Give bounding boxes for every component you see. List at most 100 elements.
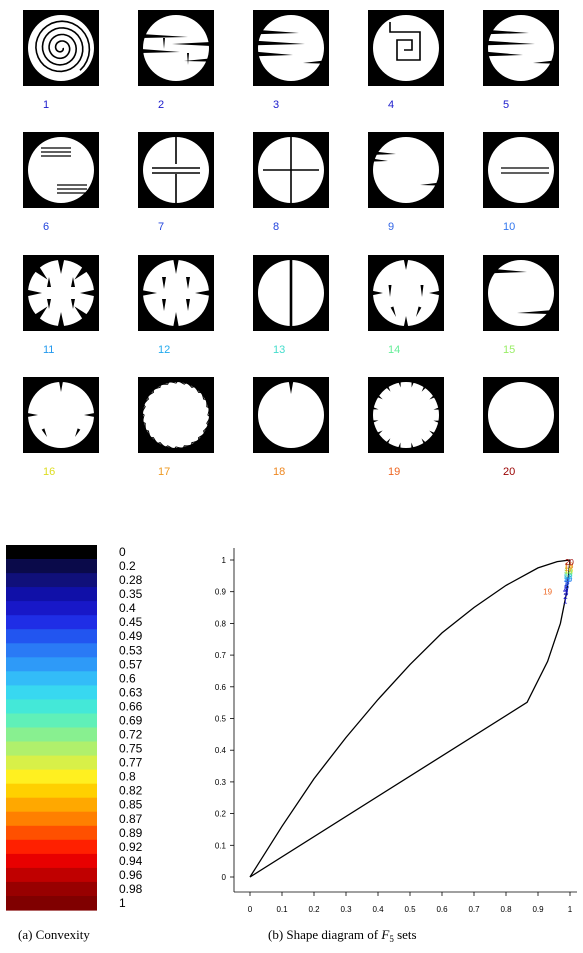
cut-mark [416, 306, 422, 317]
y-tick-label: 0.8 [215, 619, 227, 628]
x-tick-label: 0.2 [308, 905, 320, 914]
cut-mark [420, 285, 424, 297]
cut-mark [429, 430, 436, 436]
panel-disc [143, 260, 209, 326]
cut-mark [533, 60, 557, 64]
cut-mark [403, 258, 409, 270]
cut-mark [173, 258, 179, 274]
colorbar-swatch [6, 559, 97, 574]
colorbar-tick-label: 0.85 [119, 798, 143, 812]
colorbar-swatch [6, 783, 97, 799]
shape-panel: 6 [23, 132, 99, 233]
colorbar-swatch [6, 881, 97, 897]
colorbar-swatch [6, 643, 97, 658]
panel-label: 13 [273, 344, 285, 356]
cut-mark [47, 277, 51, 287]
panel-label: 20 [503, 466, 515, 478]
colorbar-tick-label: 0.35 [119, 587, 143, 601]
cut-mark [184, 58, 212, 62]
cut-mark [162, 277, 166, 289]
colorbar-swatch [6, 699, 97, 714]
shape-panel: 16 [23, 377, 99, 478]
shape-panel: 13 [253, 255, 329, 356]
colorbar-tick-label: 0.4 [119, 601, 136, 615]
cut-mark [397, 442, 401, 450]
cut-mark [397, 380, 401, 388]
panel-label: 16 [43, 466, 55, 478]
caption-b-text: (b) Shape diagram of [268, 927, 381, 942]
colorbar-tick-label: 0.8 [119, 770, 136, 784]
panel-disc [258, 15, 324, 81]
cut-mark [74, 265, 89, 280]
panel-label: 10 [503, 221, 515, 233]
data-point-label: 19 [543, 588, 552, 597]
lower-boundary-curve [249, 559, 571, 878]
cut-mark [385, 438, 391, 445]
panel-disc [28, 15, 94, 81]
y-tick-label: 1 [222, 556, 227, 565]
panel-label: 1 [43, 99, 49, 111]
data-point-label: 16 [564, 566, 573, 575]
data-point-label: 13 [564, 570, 573, 579]
cut-mark [84, 412, 96, 418]
colorbar-swatch [6, 615, 97, 630]
colorbar-tick-label: 0.2 [119, 559, 136, 573]
shape-panel: 5 [483, 10, 559, 111]
colorbar-tick-label: 0.53 [119, 643, 143, 657]
colorbar-swatch [6, 741, 97, 757]
colorbar-tick-label: 0.89 [119, 826, 143, 840]
colorbar-tick-label: 0.72 [119, 728, 143, 742]
colorbar-swatch [6, 867, 97, 883]
data-point-label: 10 [563, 575, 572, 584]
shape-panel: 8 [253, 132, 329, 233]
colorbar-swatch [6, 545, 97, 560]
data-point-label: 12 [564, 572, 573, 581]
cut-mark [429, 394, 436, 400]
colorbar-tick-label: 0.96 [119, 868, 143, 882]
cut-mark [80, 289, 96, 297]
colorbar-swatch [6, 671, 97, 686]
cut-mark [163, 38, 165, 49]
shape-panel: 20 [483, 377, 559, 478]
y-tick-label: 0 [222, 873, 227, 882]
x-tick-label: 0.5 [404, 905, 416, 914]
panel-disc [488, 137, 554, 203]
y-tick-label: 0.5 [215, 715, 227, 724]
y-tick-label: 0.6 [215, 683, 227, 692]
data-point-label: 17 [564, 564, 573, 573]
panel-disc [373, 260, 439, 326]
x-tick-label: 0 [248, 905, 253, 914]
cut-mark [403, 316, 409, 328]
cut-mark [255, 51, 293, 57]
panel-label: 18 [273, 466, 285, 478]
data-point-label: 20 [565, 558, 574, 567]
y-tick-label: 0.3 [215, 778, 227, 787]
cut-mark [371, 420, 379, 424]
cut-mark [173, 312, 179, 328]
colorbar-tick-label: 0.87 [119, 812, 143, 826]
cut-mark [420, 182, 442, 186]
colorbar-swatch [6, 713, 97, 729]
colorbar-tick-label: 0.45 [119, 615, 143, 629]
rough-edge [141, 380, 211, 450]
colorbar-swatch [6, 896, 97, 911]
data-point-label: 7 [565, 580, 570, 589]
x-tick-label: 0.6 [436, 905, 448, 914]
data-point-label: 3 [564, 589, 569, 598]
y-tick-label: 0.2 [215, 810, 227, 819]
panel-disc [373, 137, 439, 203]
data-point-label: 18 [565, 562, 574, 571]
cut-mark [303, 60, 327, 64]
panel-label: 11 [43, 344, 54, 356]
colorbar-swatch [6, 587, 97, 602]
x-tick-label: 0.4 [372, 905, 384, 914]
colorbar-tick-label: 0.57 [119, 657, 143, 671]
data-point-label: 5 [564, 584, 569, 593]
cut-mark [491, 268, 527, 274]
cut-mark [141, 290, 157, 296]
x-tick-label: 0.8 [500, 905, 512, 914]
panel-disc [373, 382, 439, 448]
cut-mark [140, 49, 180, 53]
cut-mark [41, 428, 47, 437]
